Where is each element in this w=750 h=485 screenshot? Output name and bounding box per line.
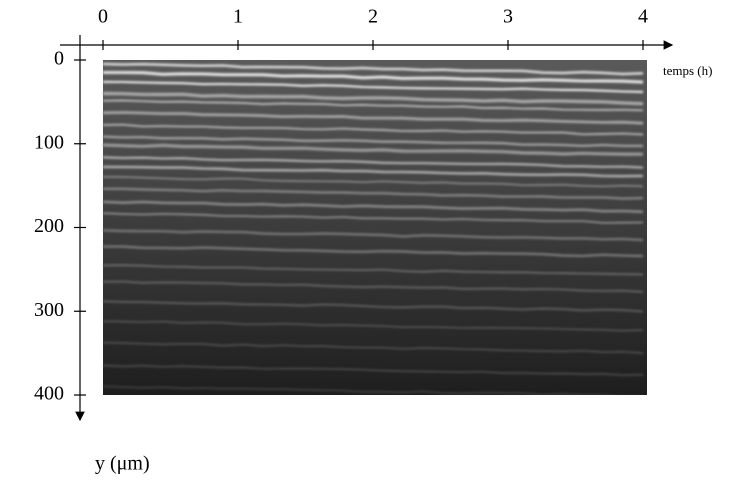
y-tick-label: 100	[34, 131, 64, 153]
stripe	[102, 200, 644, 214]
stripe	[102, 364, 644, 377]
y-tick-label: 0	[54, 48, 64, 70]
image-clip-top	[103, 58, 647, 60]
x-axis-label: temps (h)	[663, 63, 712, 78]
y-tick-label: 200	[34, 215, 64, 237]
y-axis-label: y (μm)	[95, 453, 150, 475]
stripe	[102, 123, 644, 136]
stripe	[102, 385, 643, 398]
kymograph-image	[102, 58, 647, 409]
image-background	[103, 60, 647, 395]
stripe	[103, 187, 644, 200]
stripe	[102, 176, 644, 188]
image-clip-bottom	[103, 395, 647, 409]
stripes	[102, 62, 644, 398]
y-tick-label: 300	[34, 299, 64, 321]
stripe	[102, 111, 644, 125]
stripe	[102, 280, 644, 293]
x-tick-label: 0	[98, 6, 108, 28]
x-tick-label: 3	[503, 6, 513, 28]
stripe	[102, 143, 644, 156]
stripe	[102, 156, 644, 169]
stripe	[102, 91, 644, 106]
stripe	[102, 320, 644, 332]
stripe	[102, 341, 644, 354]
stripe	[102, 80, 644, 93]
stripe	[102, 135, 643, 148]
stripe	[102, 99, 644, 112]
stripe	[103, 245, 644, 258]
stripe	[102, 264, 644, 276]
stripe	[102, 62, 644, 76]
stripe	[102, 212, 644, 224]
stripe	[102, 300, 644, 313]
x-tick-label: 1	[233, 6, 243, 28]
x-tick-label: 4	[638, 6, 648, 28]
stripe	[103, 70, 644, 84]
stripe	[102, 229, 644, 242]
y-tick-label: 400	[34, 383, 64, 405]
stripe	[102, 165, 644, 178]
x-tick-label: 2	[368, 6, 378, 28]
